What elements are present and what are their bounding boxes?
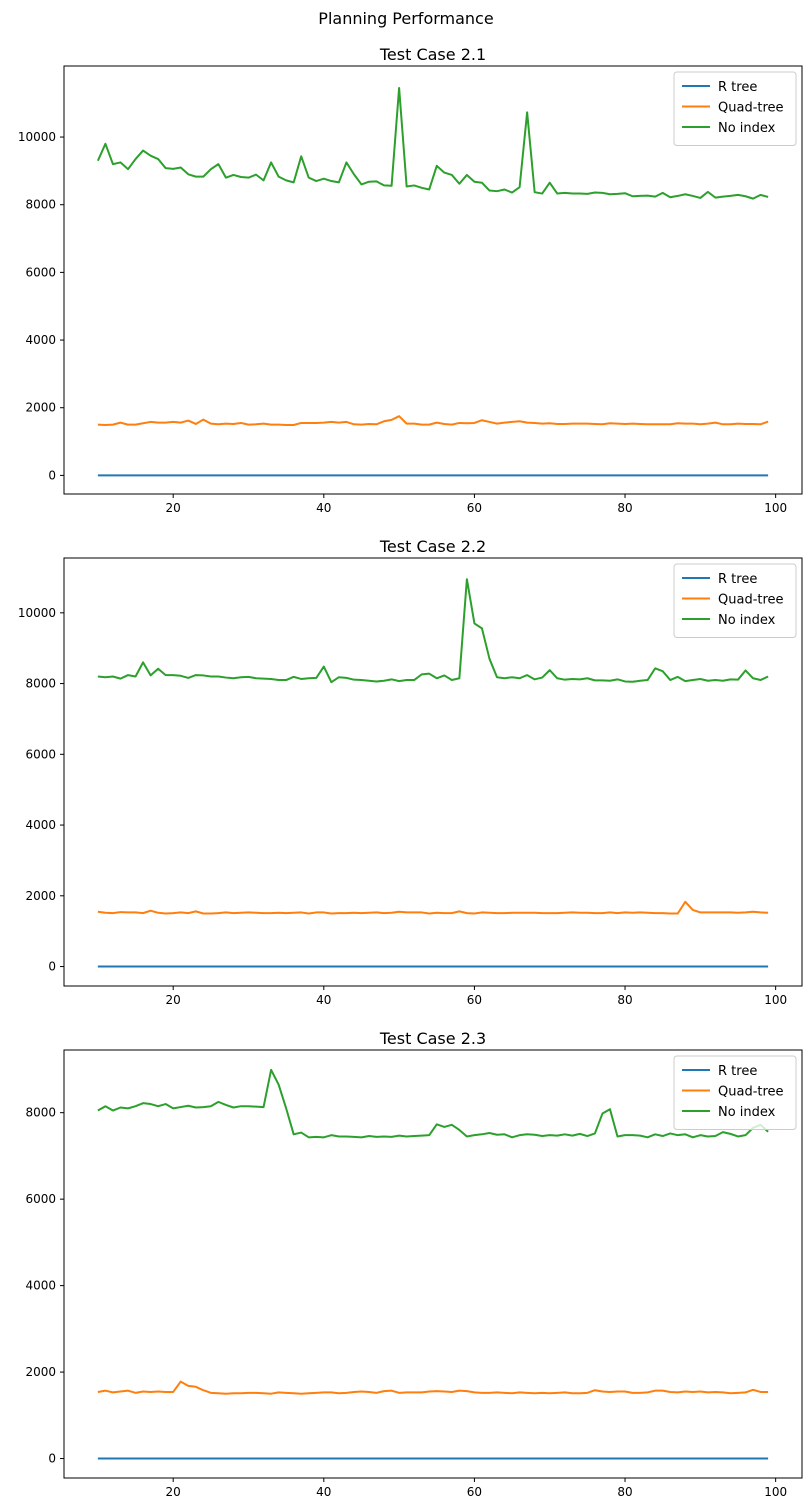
y-tick-label: 10000 <box>18 606 56 620</box>
y-tick-label: 4000 <box>25 333 56 347</box>
legend-label-quad-tree: Quad-tree <box>718 1085 784 1100</box>
series-line-no-index <box>97 578 769 684</box>
axes-frame <box>63 557 803 987</box>
series-line-quad-tree <box>97 415 769 426</box>
figure-suptitle: Planning Performance <box>318 9 493 28</box>
y-tick-label: 10000 <box>18 130 56 144</box>
axes-frame <box>63 65 803 495</box>
subplot-test-case-2-2: Test Case 2.2 20 40 60 80 100 0 2000 4000 6000 800… <box>18 537 803 1007</box>
legend-label-r-tree: R tree <box>718 572 757 587</box>
y-tick-label: 0 <box>48 1452 56 1466</box>
series-line-quad-tree <box>97 900 769 915</box>
y-tick-label: 0 <box>48 468 56 482</box>
x-tick-label: 60 <box>467 1485 482 1499</box>
y-tick-label: 8000 <box>25 198 56 212</box>
y-tick-label: 6000 <box>25 747 56 761</box>
x-tick-label: 80 <box>617 501 632 515</box>
y-tick-label: 8000 <box>25 1106 56 1120</box>
subplot-title: Test Case 2.3 <box>379 1029 486 1048</box>
subplot-test-case-2-3: Test Case 2.3 20 40 60 80 100 0 2000 4000 6000 800… <box>25 1029 803 1499</box>
x-tick-label: 20 <box>166 993 181 1007</box>
series-line-quad-tree <box>97 1380 769 1395</box>
axes-frame <box>63 1049 803 1479</box>
legend-label-no-index: No index <box>718 613 776 628</box>
legend: R tree Quad-tree No index <box>673 71 797 146</box>
subplot-test-case-2-1: Test Case 2.1 20 40 60 80 100 0 2000 4000 6000 800… <box>18 45 803 515</box>
y-tick-label: 8000 <box>25 677 56 691</box>
series-line-no-index <box>97 1068 769 1139</box>
y-tick-label: 4000 <box>25 818 56 832</box>
x-tick-label: 100 <box>764 501 787 515</box>
x-tick-label: 40 <box>316 993 331 1007</box>
x-tick-label: 80 <box>617 1485 632 1499</box>
legend-label-r-tree: R tree <box>718 80 757 95</box>
y-tick-label: 2000 <box>25 401 56 415</box>
x-tick-label: 20 <box>166 1485 181 1499</box>
x-tick-label: 100 <box>764 993 787 1007</box>
subplot-title: Test Case 2.2 <box>379 537 486 556</box>
y-tick-label: 6000 <box>25 1192 56 1206</box>
x-tick-label: 20 <box>166 501 181 515</box>
y-tick-label: 0 <box>48 960 56 974</box>
legend-label-r-tree: R tree <box>718 1064 757 1079</box>
legend: R tree Quad-tree No index <box>673 563 797 638</box>
legend-label-quad-tree: Quad-tree <box>718 101 784 116</box>
x-tick-label: 100 <box>764 1485 787 1499</box>
legend-label-no-index: No index <box>718 1105 776 1120</box>
y-tick-label: 2000 <box>25 889 56 903</box>
legend-label-quad-tree: Quad-tree <box>718 593 784 608</box>
series-line-no-index <box>96 86 769 200</box>
x-tick-label: 80 <box>617 993 632 1007</box>
x-tick-label: 40 <box>316 501 331 515</box>
x-tick-label: 60 <box>467 993 482 1007</box>
x-tick-label: 60 <box>467 501 482 515</box>
y-tick-label: 2000 <box>25 1365 56 1379</box>
subplot-title: Test Case 2.1 <box>379 45 486 64</box>
legend-label-no-index: No index <box>718 121 776 136</box>
y-tick-label: 4000 <box>25 1279 56 1293</box>
y-tick-label: 6000 <box>25 265 56 279</box>
legend: R tree Quad-tree No index <box>673 1055 797 1130</box>
x-tick-label: 40 <box>316 1485 331 1499</box>
